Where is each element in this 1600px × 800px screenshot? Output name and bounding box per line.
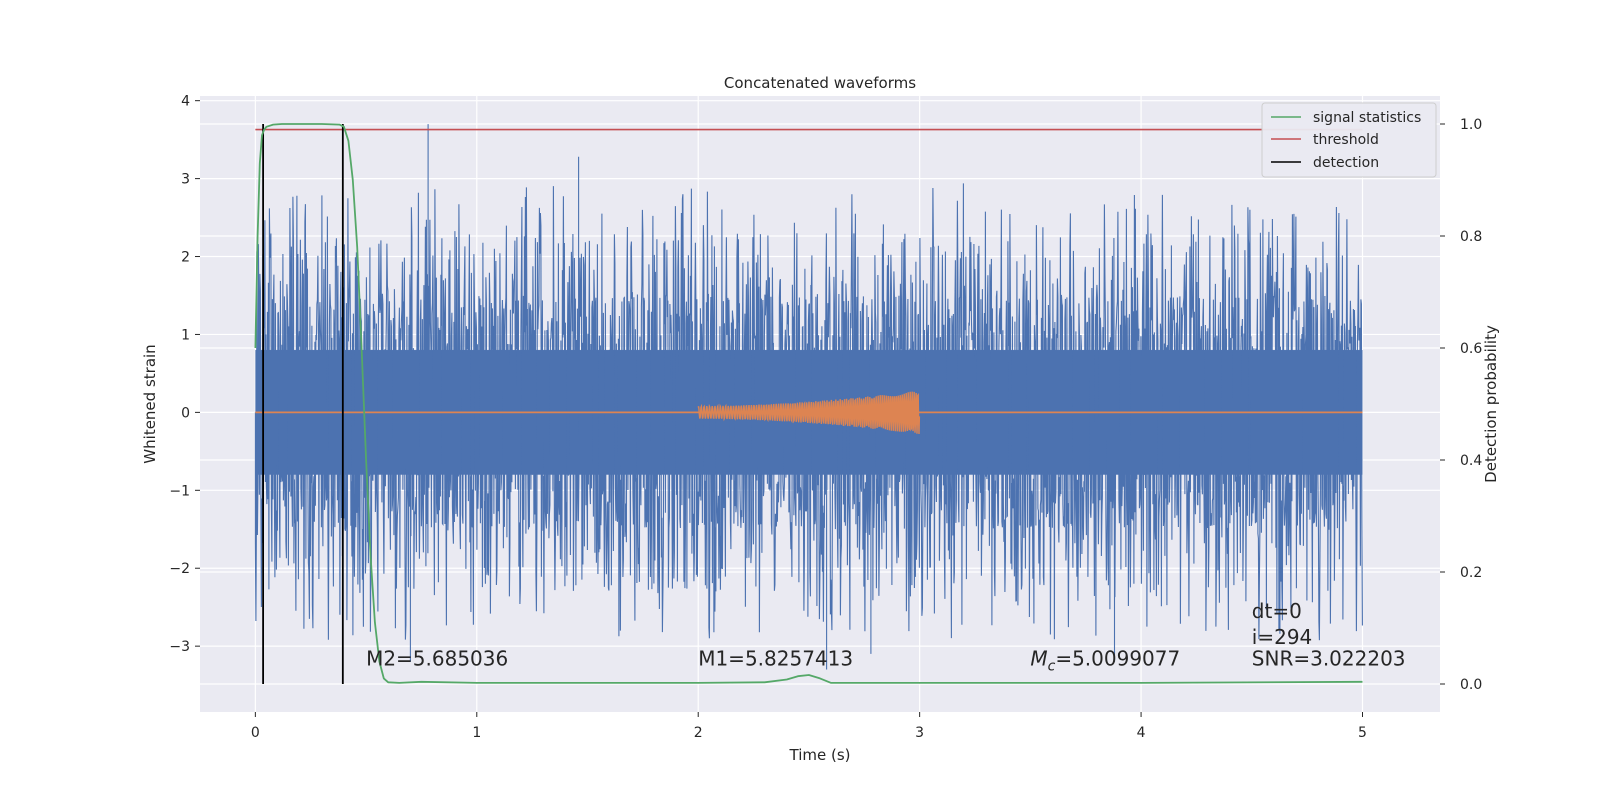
signal-statistics-series [254, 123, 1363, 684]
y2-tick-label: 0.4 [1460, 453, 1482, 469]
y2-tick-label: 0.6 [1460, 341, 1482, 357]
annotations: M2=5.685036 M1=5.8257413 Mc=5.0099077 SNR=3… [366, 599, 1405, 675]
legend-label-signal-statistics: signal statistics [1313, 110, 1421, 126]
legend-label-detection: detection [1313, 155, 1379, 171]
y-tick-label: 1 [181, 327, 190, 343]
x-tick-label: 2 [694, 725, 703, 741]
chart-title: Concatenated waveforms [724, 74, 916, 92]
x-tick-label: 5 [1358, 725, 1367, 741]
y-tick-label: 3 [181, 172, 190, 188]
x-tick-label: 1 [472, 725, 481, 741]
y2-tick-label: 0.8 [1460, 229, 1482, 245]
ticks: 0 1 2 3 4 5 −3 −2 −1 0 1 2 3 4 0.0 0.2 0.4 0.6 0.8 1.0 [169, 94, 1482, 741]
y-tick-label: 4 [181, 94, 190, 110]
legend-label-threshold: threshold [1313, 132, 1379, 148]
annotation-mc-value: =5.0099077 [1055, 647, 1180, 671]
y-tick-label: −3 [169, 639, 190, 655]
y-tick-label: −1 [169, 483, 190, 499]
y-tick-label: 2 [181, 250, 190, 266]
annotation-text: SNR=3.022203 [1252, 647, 1406, 671]
template-series [255, 391, 1363, 435]
template-chirp [697, 391, 921, 435]
annotation-mc-subscript: c [1048, 659, 1056, 675]
annotation-text: i=294 [1252, 625, 1313, 649]
annotation-mc-symbol: M [1030, 647, 1047, 671]
x-axis-label: Time (s) [789, 746, 851, 764]
annotation-text: dt=0 [1252, 599, 1302, 623]
y2-tick-label: 0.0 [1460, 677, 1482, 693]
y-tick-label: −2 [169, 561, 190, 577]
annotation-text: M2=5.685036 [366, 647, 508, 671]
y-axis-label: Whitened strain [141, 344, 159, 463]
detection-series [262, 124, 344, 684]
legend: signal statistics threshold detection [1261, 102, 1437, 178]
y2-tick-label: 1.0 [1460, 117, 1482, 133]
annotation-text: Mc=5.0099077 [1030, 647, 1180, 675]
x-tick-label: 0 [251, 725, 260, 741]
annotation-text: M1=5.8257413 [698, 647, 853, 671]
x-tick-label: 4 [1137, 725, 1146, 741]
x-tick-label: 3 [915, 725, 924, 741]
signal-statistics-line [254, 123, 1363, 684]
legend-box [1261, 102, 1437, 178]
y2-tick-label: 0.2 [1460, 565, 1482, 581]
y2-axis-label: Detection probability [1482, 325, 1500, 483]
strain-line [254, 124, 1363, 670]
y-tick-label: 0 [181, 405, 190, 421]
